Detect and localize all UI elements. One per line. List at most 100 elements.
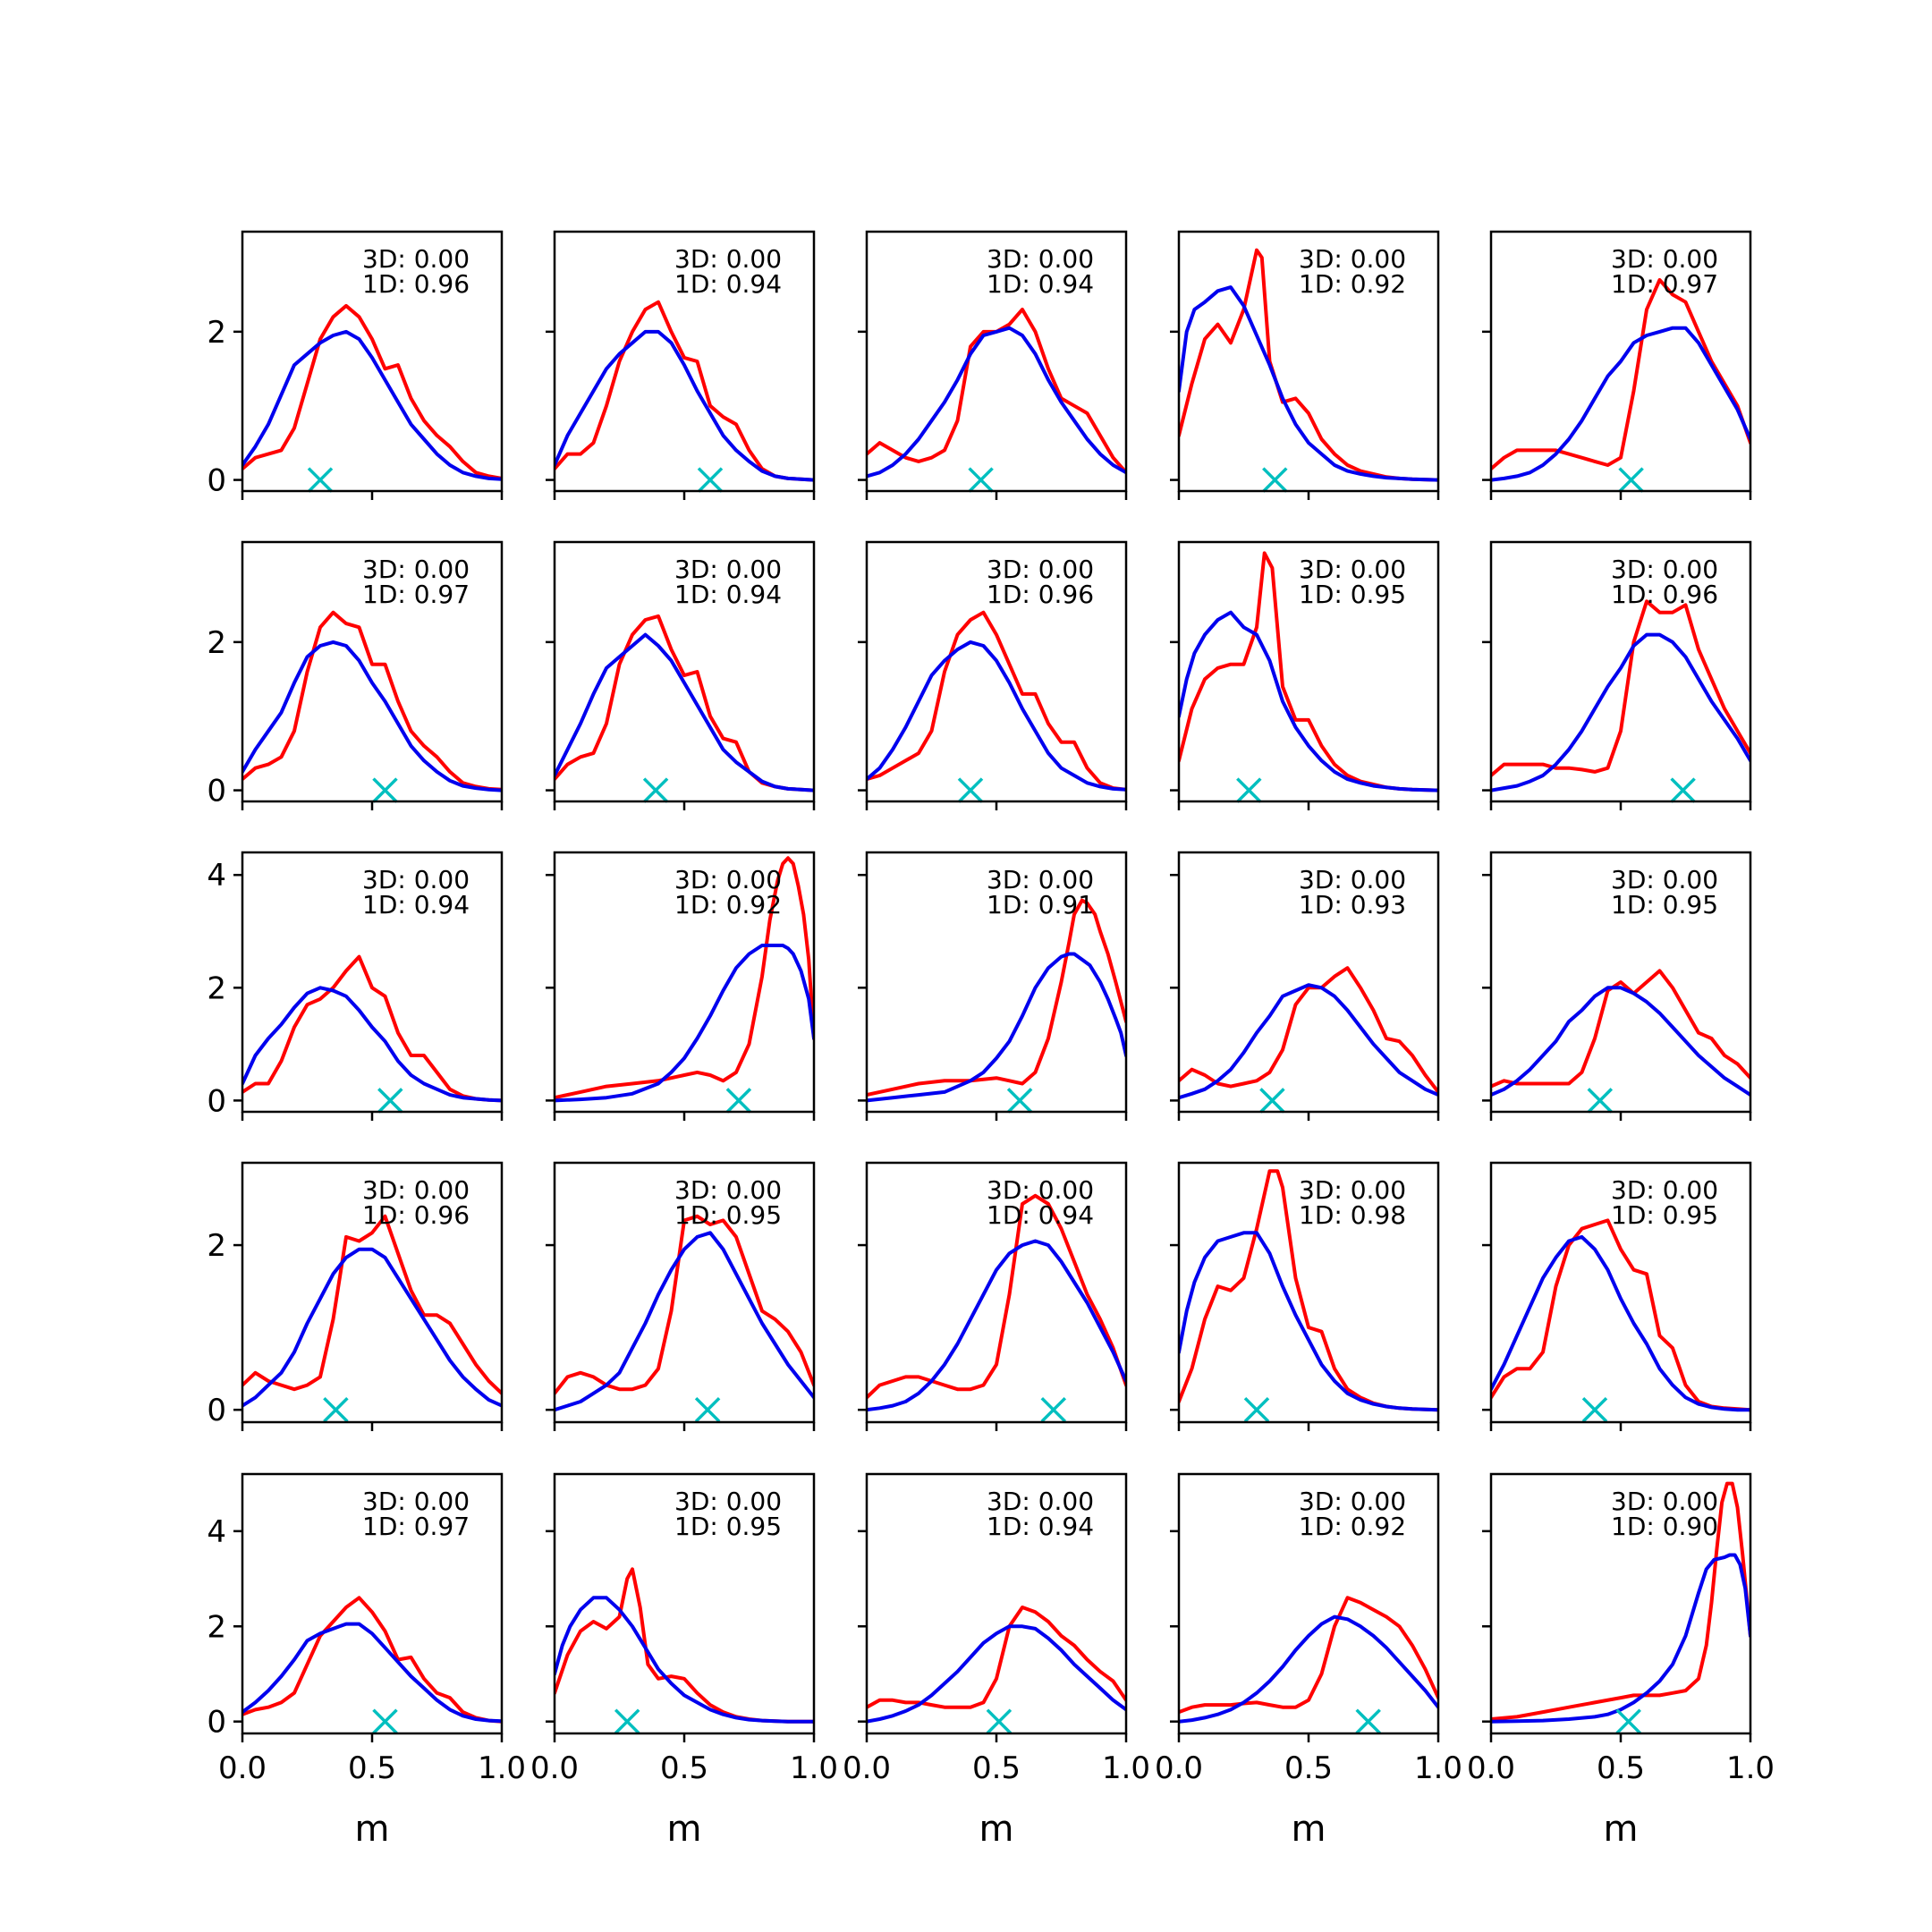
annotation-3d: 3D: 0.00 xyxy=(1299,555,1406,584)
series-line-3d xyxy=(867,1624,1126,1724)
annotation-3d: 3D: 0.00 xyxy=(362,555,470,584)
x-tick-label: 1.0 xyxy=(1102,1750,1150,1786)
series-line-1d xyxy=(242,1596,502,1724)
series-line-3d xyxy=(1179,1614,1438,1724)
x-tick-label: 0.0 xyxy=(530,1750,579,1786)
series-line-3d xyxy=(1179,983,1438,1100)
x-tick-label: 0.5 xyxy=(1284,1750,1333,1786)
x-tick-label: 1.0 xyxy=(478,1750,526,1786)
series-line-3d xyxy=(555,1231,814,1412)
series-line-1d xyxy=(867,610,1126,792)
marker-x xyxy=(1236,777,1262,803)
marker-x xyxy=(1355,1708,1381,1734)
series-line-3d xyxy=(867,640,1126,792)
annotation-3d: 3D: 0.00 xyxy=(362,244,470,274)
annotation-1d: 1D: 0.94 xyxy=(674,269,782,299)
annotation-1d: 1D: 0.96 xyxy=(362,269,470,299)
series-line-3d xyxy=(242,329,502,481)
y-tick-label: 0 xyxy=(207,1083,226,1119)
y-tick-label: 4 xyxy=(207,1514,226,1550)
series-line-3d xyxy=(242,1247,502,1408)
series-line-1d xyxy=(1491,1481,1750,1721)
annotation-3d: 3D: 0.00 xyxy=(674,865,782,894)
y-tick-label: 0 xyxy=(207,774,226,809)
series-line-3d xyxy=(1179,285,1438,482)
annotation-1d: 1D: 0.95 xyxy=(674,1200,782,1230)
annotation-1d: 1D: 0.94 xyxy=(987,1200,1094,1230)
marker-x xyxy=(1243,1396,1270,1423)
series-line-3d xyxy=(1491,1553,1750,1724)
marker-x xyxy=(614,1708,640,1734)
annotation-3d: 3D: 0.00 xyxy=(1299,244,1406,274)
annotation-1d: 1D: 0.95 xyxy=(1299,580,1406,609)
marker-x xyxy=(697,467,724,493)
annotation-3d: 3D: 0.00 xyxy=(987,1175,1094,1205)
annotation-3d: 3D: 0.00 xyxy=(987,865,1094,894)
x-tick-label: 1.0 xyxy=(1726,1750,1775,1786)
marker-x xyxy=(1262,467,1288,493)
x-axis-label: m xyxy=(355,1809,390,1850)
annotation-1d: 1D: 0.96 xyxy=(362,1200,470,1230)
y-tick-label: 2 xyxy=(207,970,226,1006)
series-line-1d xyxy=(555,856,814,1100)
marker-x xyxy=(968,467,994,493)
series-line-1d xyxy=(242,610,502,792)
marker-x xyxy=(694,1396,721,1423)
marker-x xyxy=(1581,1396,1608,1423)
marker-x xyxy=(1615,1708,1641,1734)
annotation-1d: 1D: 0.93 xyxy=(1299,890,1406,919)
x-tick-label: 0.0 xyxy=(1155,1750,1203,1786)
y-tick-label: 2 xyxy=(207,1228,226,1264)
x-axis-label: m xyxy=(1292,1809,1326,1850)
series-line-3d xyxy=(242,640,502,792)
series-line-3d xyxy=(1491,986,1750,1097)
x-tick-label: 0.0 xyxy=(843,1750,891,1786)
marker-x xyxy=(372,1708,398,1734)
marker-x xyxy=(642,777,669,803)
y-tick-label: 0 xyxy=(207,1393,226,1428)
marker-x xyxy=(1670,777,1696,803)
annotation-1d: 1D: 0.94 xyxy=(987,1512,1094,1541)
annotation-3d: 3D: 0.00 xyxy=(1611,865,1718,894)
marker-x xyxy=(986,1708,1013,1734)
annotation-3d: 3D: 0.00 xyxy=(987,1487,1094,1516)
annotation-3d: 3D: 0.00 xyxy=(674,555,782,584)
series-line-1d xyxy=(1179,966,1438,1094)
x-tick-label: 0.5 xyxy=(660,1750,708,1786)
series-line-1d xyxy=(867,1193,1126,1400)
annotation-1d: 1D: 0.90 xyxy=(1611,1512,1718,1541)
annotation-1d: 1D: 0.97 xyxy=(362,580,470,609)
annotation-3d: 3D: 0.00 xyxy=(362,865,470,894)
x-axis-label: m xyxy=(667,1809,702,1850)
series-line-3d xyxy=(1491,632,1750,792)
annotation-3d: 3D: 0.00 xyxy=(1611,555,1718,584)
annotation-1d: 1D: 0.92 xyxy=(1299,1512,1406,1541)
x-tick-label: 1.0 xyxy=(790,1750,838,1786)
annotation-1d: 1D: 0.94 xyxy=(674,580,782,609)
marker-x xyxy=(1040,1396,1067,1423)
series-line-1d xyxy=(1491,599,1750,777)
series-line-1d xyxy=(1179,1596,1438,1715)
annotation-3d: 3D: 0.00 xyxy=(362,1175,470,1205)
annotation-3d: 3D: 0.00 xyxy=(674,244,782,274)
series-line-1d xyxy=(555,614,814,792)
annotation-1d: 1D: 0.94 xyxy=(987,269,1094,299)
series-line-3d xyxy=(1179,1231,1438,1412)
x-axis-label: m xyxy=(979,1809,1014,1850)
marker-x xyxy=(323,1396,349,1423)
series-line-1d xyxy=(867,308,1126,475)
annotation-3d: 3D: 0.00 xyxy=(1299,865,1406,894)
series-line-3d xyxy=(867,1239,1126,1412)
annotation-1d: 1D: 0.94 xyxy=(362,890,470,919)
